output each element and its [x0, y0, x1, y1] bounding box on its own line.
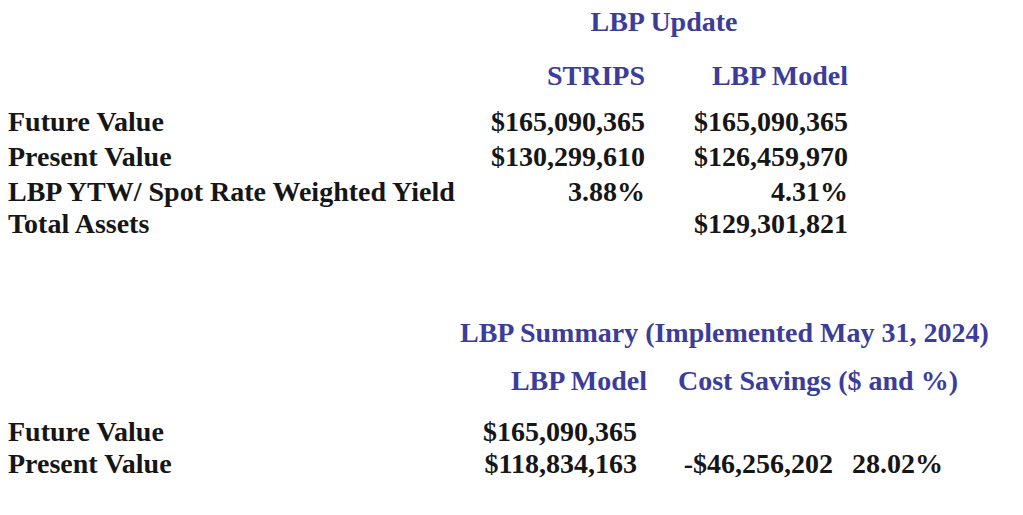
- row-label: LBP YTW/ Spot Rate Weighted Yield: [8, 175, 468, 209]
- lbp-model-value: $118,834,163: [480, 447, 637, 481]
- strips-value: 3.88%: [468, 175, 645, 209]
- lbp-report-page: LBP Update STRIPS LBP Model Future Value…: [0, 0, 1023, 515]
- table-row-present-value: Present Value $130,299,610 $126,459,970: [8, 140, 848, 174]
- column-header-strips: STRIPS: [547, 59, 645, 93]
- cost-savings-cell: [637, 415, 943, 449]
- table-row-present-value-summary: Present Value $118,834,163 -$46,256,202 …: [8, 447, 943, 481]
- cost-savings-dollar: -$46,256,202: [684, 447, 833, 481]
- lbp-model-value: 4.31%: [645, 175, 848, 209]
- row-label: Future Value: [8, 105, 468, 139]
- strips-value: [468, 207, 645, 241]
- update-section-title: LBP Update: [464, 5, 864, 39]
- column-header-cost-savings: Cost Savings ($ and %): [678, 364, 958, 398]
- column-header-lbp-model: LBP Model: [712, 59, 848, 93]
- cost-savings-cell: -$46,256,202 28.02%: [637, 447, 943, 481]
- row-label: Future Value: [8, 415, 480, 449]
- row-label: Total Assets: [8, 207, 468, 241]
- row-label: Present Value: [8, 447, 480, 481]
- table-row-future-value: Future Value $165,090,365 $165,090,365: [8, 105, 848, 139]
- cost-savings-percent: 28.02%: [852, 447, 943, 481]
- table-row-weighted-yield: LBP YTW/ Spot Rate Weighted Yield 3.88% …: [8, 175, 848, 209]
- summary-section-title: LBP Summary (Implemented May 31, 2024): [460, 316, 860, 350]
- table-row-future-value-summary: Future Value $165,090,365: [8, 415, 943, 449]
- lbp-model-value: $165,090,365: [480, 415, 637, 449]
- row-label: Present Value: [8, 140, 468, 174]
- column-header-lbp-model-summary: LBP Model: [511, 364, 647, 398]
- strips-value: $130,299,610: [468, 140, 645, 174]
- lbp-model-value: $165,090,365: [645, 105, 848, 139]
- lbp-model-value: $126,459,970: [645, 140, 848, 174]
- table-row-total-assets: Total Assets $129,301,821: [8, 207, 848, 241]
- lbp-model-value: $129,301,821: [645, 207, 848, 241]
- strips-value: $165,090,365: [468, 105, 645, 139]
